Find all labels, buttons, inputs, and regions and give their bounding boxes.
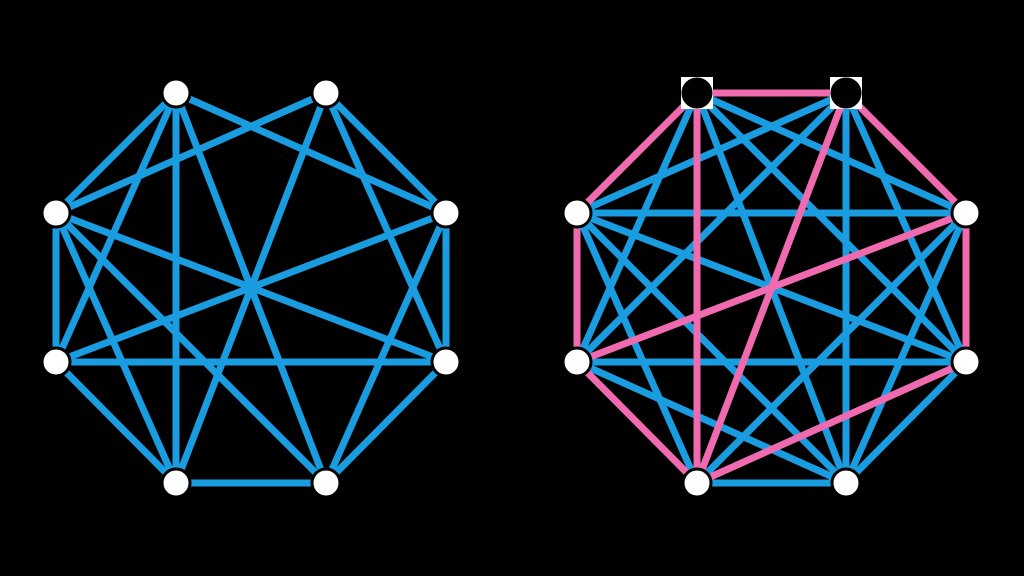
node-7 [310,467,342,499]
node-5 [430,346,462,378]
node-6 [681,467,713,499]
node-1 [310,77,342,109]
node-3 [430,197,462,229]
right-graph [561,77,982,499]
highlight-edge-0-2 [574,90,700,216]
node-4 [40,346,72,378]
edge-0-4 [573,91,701,364]
edge-2-6 [52,211,180,485]
edge-0-3 [174,89,448,217]
node-0 [681,77,713,109]
edge-1-2 [575,89,848,217]
edge-0-2 [53,90,179,216]
edge-1-3 [323,90,449,216]
edge-3-7 [322,211,450,485]
edge-2-7 [53,210,329,486]
highlight-edge-1-3 [843,90,969,216]
highlight-edge-3-4 [575,209,968,366]
edge-3-7 [842,211,970,485]
highlight-edge-4-6 [574,359,700,486]
edge-5-7 [843,359,969,486]
edge-4-6 [53,359,179,486]
node-5 [950,346,982,378]
node-1 [830,77,862,109]
edge-5-7 [323,359,449,486]
node-4 [561,346,593,378]
node-0 [160,77,192,109]
edge-2-6 [573,211,701,485]
edge-1-2 [54,89,328,217]
edge-1-5 [322,91,450,364]
edge-0-4 [52,91,180,364]
left-graph [40,77,462,499]
node-6 [160,467,192,499]
edge-3-4 [54,209,448,366]
node-3 [950,197,982,229]
highlight-edge-5-6 [695,358,968,487]
edge-0-3 [695,89,968,217]
edge-4-7 [575,358,848,487]
node-7 [830,467,862,499]
node-2 [40,197,72,229]
edge-1-5 [842,91,970,364]
node-2 [561,197,593,229]
